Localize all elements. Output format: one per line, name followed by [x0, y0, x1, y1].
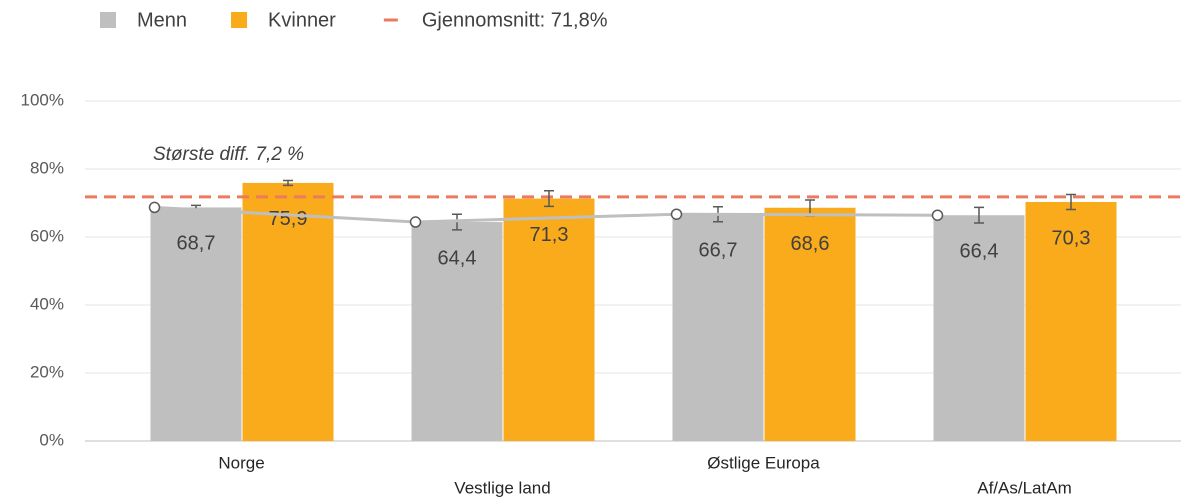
legend-label: Menn: [137, 9, 187, 31]
error-bar: [283, 179, 293, 187]
error-bar: [544, 190, 554, 208]
line-point: [931, 209, 944, 221]
x-tick-label: Vestlige land: [454, 478, 550, 497]
bar: [933, 215, 1025, 441]
data-label: 64,4: [438, 247, 477, 269]
legend-label: Kvinner: [268, 9, 336, 31]
y-tick-label: 80%: [30, 158, 64, 177]
x-tick-label: Af/As/LatAm: [977, 478, 1071, 497]
y-tick-label: 100%: [21, 90, 64, 109]
bar: [242, 182, 334, 441]
data-label: 70,3: [1052, 227, 1091, 249]
data-label: 75,9: [269, 208, 308, 230]
error-bar: [1066, 193, 1076, 211]
legend-swatch: [231, 12, 248, 28]
legend-swatch: [100, 12, 116, 28]
line-point: [148, 201, 161, 214]
bar: [764, 207, 856, 441]
bar: [1025, 201, 1117, 441]
data-label: 66,4: [960, 241, 999, 263]
x-tick-label: Norge: [218, 453, 264, 472]
bar: [150, 207, 242, 441]
line-point: [409, 216, 422, 228]
data-label: 68,7: [177, 233, 216, 255]
bar: [672, 214, 764, 441]
x-tick-label: Østlige Europa: [707, 453, 820, 472]
y-tick-label: 60%: [30, 226, 64, 245]
legend-label: Gjennomsnitt: 71,8%: [422, 9, 608, 31]
series-line: [154, 205, 938, 224]
error-bar: [974, 206, 984, 224]
data-label: 71,3: [530, 224, 569, 246]
bar: [503, 198, 595, 441]
y-tick-label: 20%: [30, 362, 64, 381]
bar: [411, 222, 503, 441]
line-point: [670, 208, 683, 220]
y-tick-label: 40%: [30, 294, 64, 313]
annotation: Største diff. 7,2 %: [153, 144, 304, 165]
y-tick-label: 0%: [39, 430, 64, 449]
data-label: 66,7: [699, 240, 738, 262]
data-label: 68,6: [791, 233, 830, 255]
